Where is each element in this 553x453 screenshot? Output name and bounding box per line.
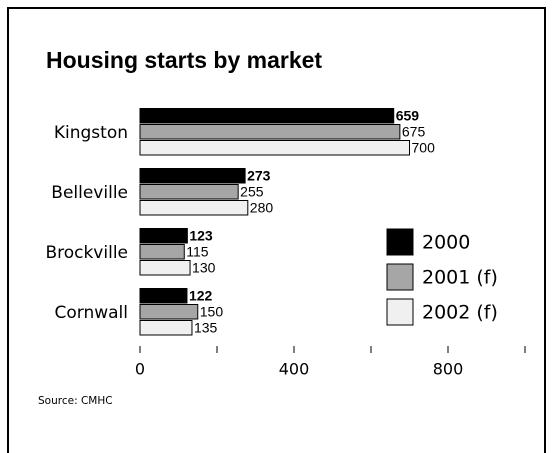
- legend-swatch: [386, 298, 414, 326]
- value-label: 135: [194, 320, 218, 336]
- value-label: 659: [396, 108, 420, 124]
- frame: [7, 7, 546, 453]
- category-label: Cornwall: [54, 303, 128, 323]
- legend-label: 2002 (f): [422, 302, 498, 324]
- value-label: 700: [412, 140, 436, 156]
- bar: [139, 140, 410, 156]
- value-label: 123: [189, 228, 213, 244]
- value-label: 115: [186, 244, 209, 260]
- category-label: Brockville: [45, 243, 128, 263]
- legend-label: 2000: [422, 232, 470, 254]
- value-label: 255: [240, 184, 264, 200]
- bar: [139, 168, 246, 184]
- legend-swatch: [386, 228, 414, 256]
- value-label: 675: [402, 124, 426, 140]
- chart-title: Housing starts by market: [46, 47, 322, 73]
- value-label: 122: [189, 288, 213, 304]
- value-label: 150: [200, 304, 224, 320]
- bar: [139, 304, 199, 320]
- value-label: 280: [250, 200, 274, 216]
- bar: [139, 244, 185, 260]
- legend-swatch: [386, 263, 414, 291]
- source: Source: CMHC: [38, 395, 113, 407]
- legend-label: 2001 (f): [422, 267, 498, 289]
- x-tick-label: 400: [279, 360, 310, 379]
- bar: [139, 288, 188, 304]
- value-label: 273: [247, 168, 271, 184]
- bar: [139, 184, 239, 200]
- bar: [139, 108, 395, 124]
- value-label: 130: [192, 260, 216, 276]
- bar: [139, 228, 188, 244]
- bar: [139, 260, 191, 276]
- x-tick-label: 800: [433, 360, 464, 379]
- category-label: Kingston: [54, 123, 128, 143]
- bar: [139, 320, 193, 336]
- category-label: Belleville: [51, 183, 128, 203]
- bar: [139, 124, 401, 140]
- bar: [139, 200, 249, 216]
- x-tick-label: 0: [135, 360, 145, 379]
